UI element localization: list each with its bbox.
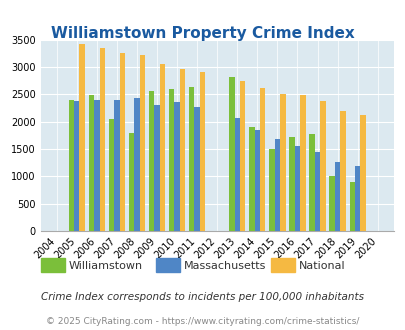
- Bar: [149, 91, 154, 231]
- Bar: [74, 101, 79, 231]
- Bar: [88, 95, 94, 231]
- Bar: [119, 53, 125, 231]
- Bar: [254, 130, 260, 231]
- Bar: [199, 72, 205, 231]
- Bar: [194, 107, 199, 231]
- Bar: [174, 103, 179, 231]
- Text: Crime Index corresponds to incidents per 100,000 inhabitants: Crime Index corresponds to incidents per…: [41, 292, 364, 302]
- Bar: [79, 44, 85, 231]
- Bar: [179, 69, 185, 231]
- Bar: [109, 119, 114, 231]
- Bar: [279, 94, 285, 231]
- Text: © 2025 CityRating.com - https://www.cityrating.com/crime-statistics/: © 2025 CityRating.com - https://www.city…: [46, 317, 359, 326]
- Bar: [289, 137, 294, 231]
- Bar: [260, 88, 265, 231]
- Text: National: National: [298, 261, 345, 271]
- Bar: [329, 176, 334, 231]
- Bar: [314, 152, 320, 231]
- Bar: [134, 98, 139, 231]
- Bar: [249, 127, 254, 231]
- Bar: [128, 133, 134, 231]
- Bar: [159, 64, 165, 231]
- Bar: [269, 149, 274, 231]
- Text: Williamstown Property Crime Index: Williamstown Property Crime Index: [51, 26, 354, 41]
- Bar: [239, 81, 245, 231]
- Bar: [94, 100, 99, 231]
- Bar: [139, 55, 145, 231]
- Bar: [68, 100, 74, 231]
- Bar: [334, 162, 339, 231]
- Text: Massachusetts: Massachusetts: [183, 261, 266, 271]
- Bar: [228, 77, 234, 231]
- Bar: [354, 166, 360, 231]
- Bar: [320, 101, 325, 231]
- Bar: [154, 105, 159, 231]
- Bar: [309, 134, 314, 231]
- Bar: [349, 182, 354, 231]
- Bar: [339, 111, 345, 231]
- Bar: [99, 49, 104, 231]
- Bar: [274, 139, 279, 231]
- Bar: [234, 118, 239, 231]
- Bar: [168, 89, 174, 231]
- Bar: [114, 100, 119, 231]
- Bar: [360, 115, 365, 231]
- Bar: [294, 146, 299, 231]
- Text: Williamstown: Williamstown: [69, 261, 143, 271]
- Bar: [299, 95, 305, 231]
- Bar: [189, 87, 194, 231]
